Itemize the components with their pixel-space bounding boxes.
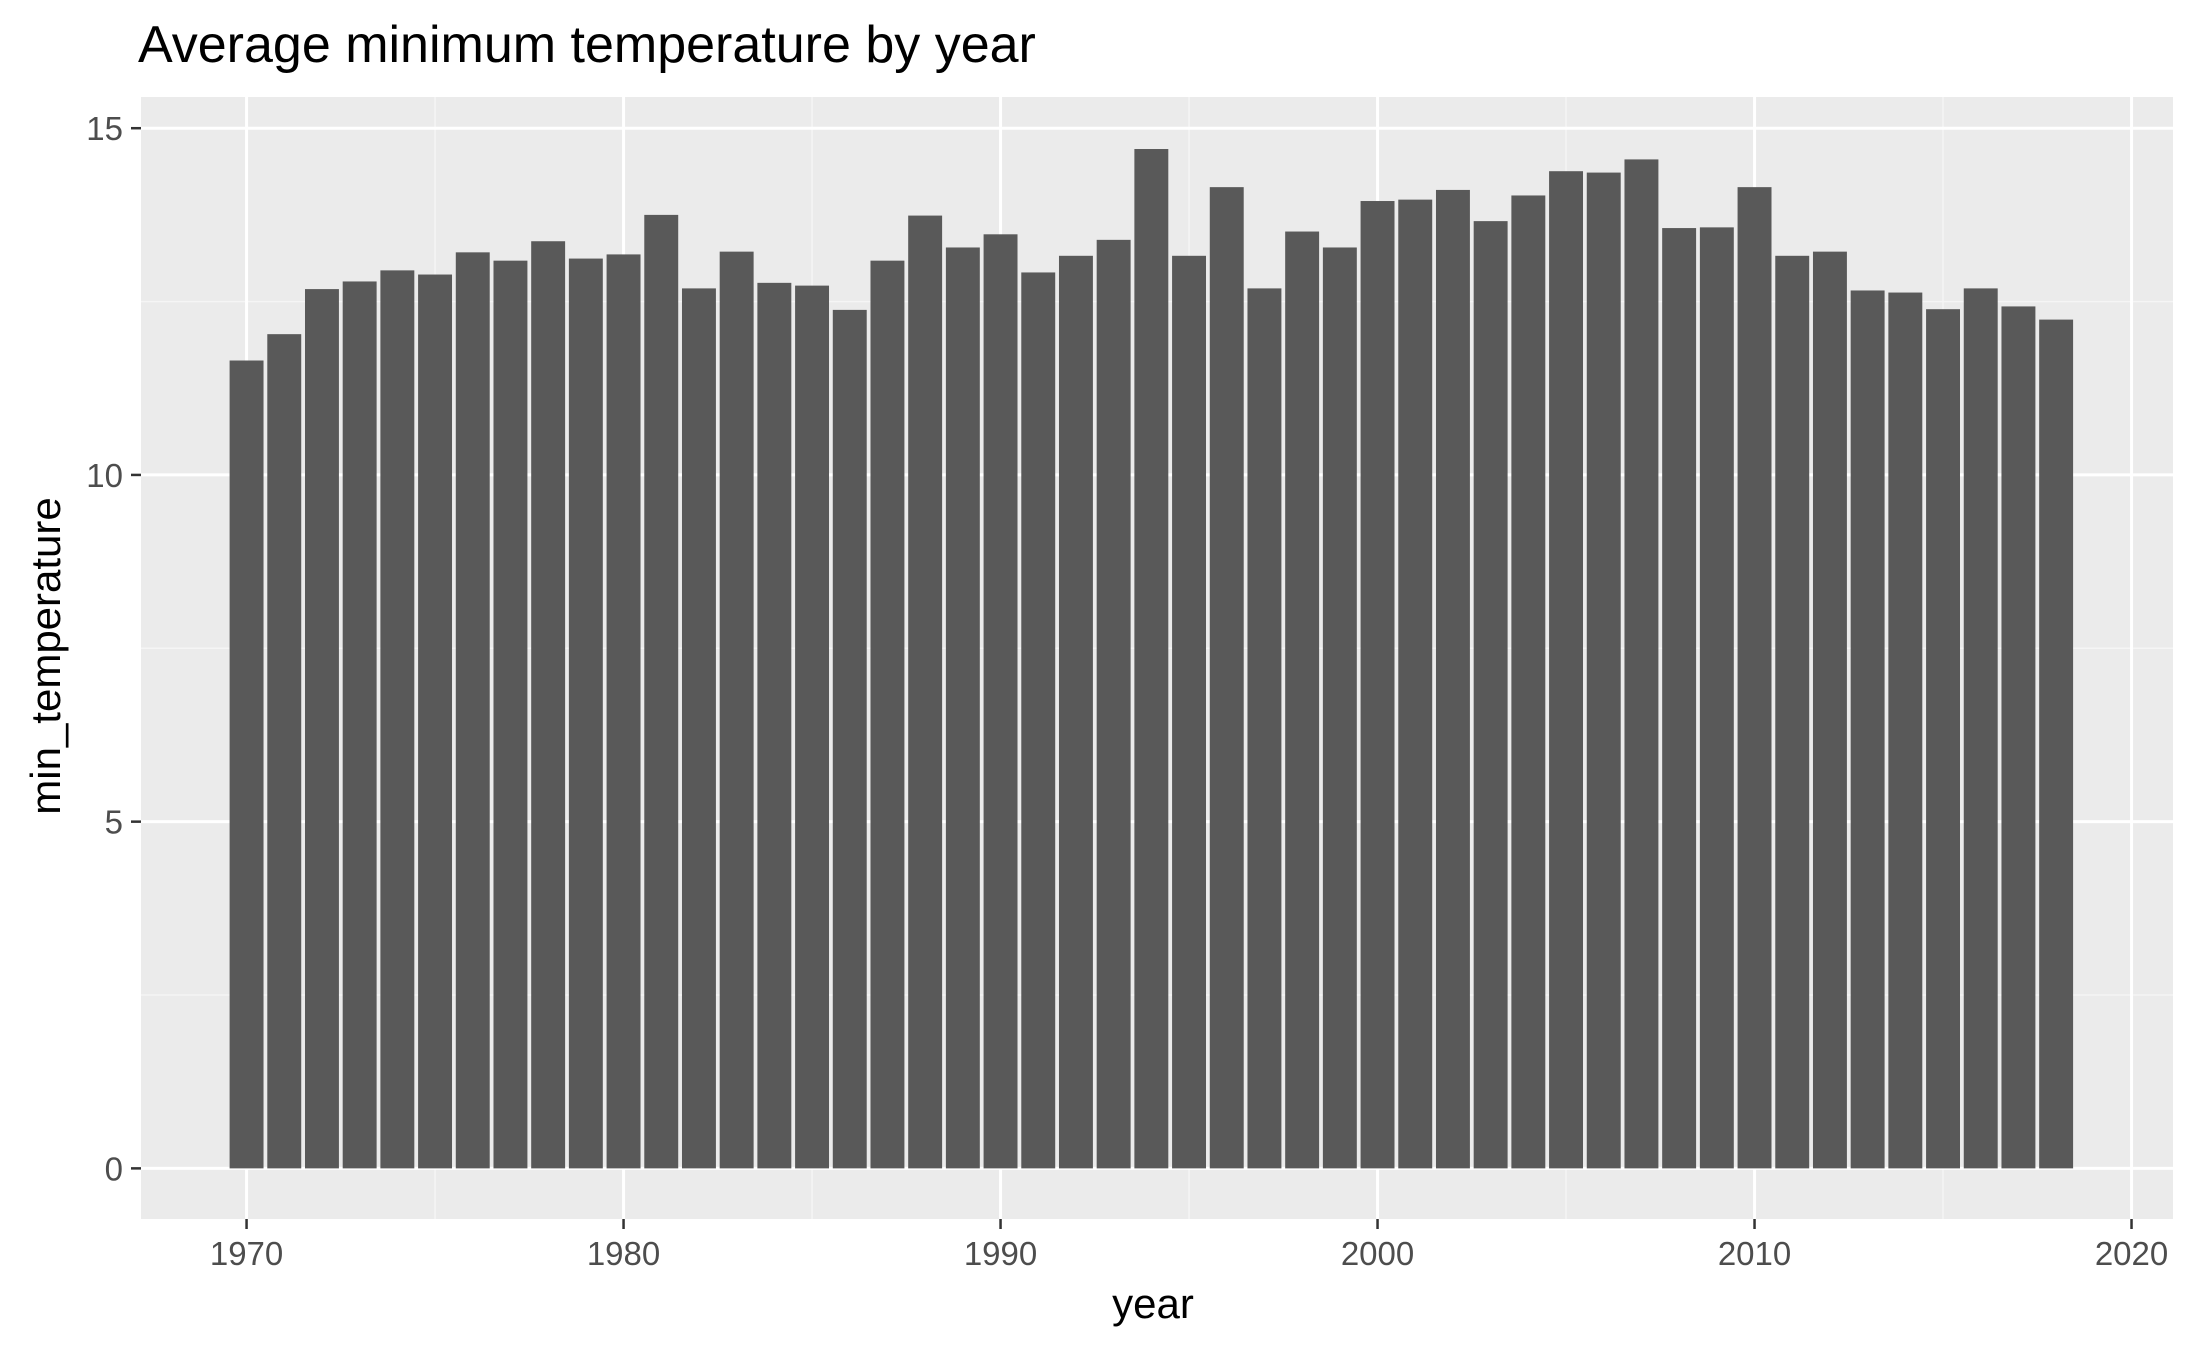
y-tick-label: 5 (105, 804, 123, 841)
bar (1058, 255, 1093, 1169)
bar (983, 234, 1018, 1169)
bar (870, 260, 905, 1169)
bar (1699, 227, 1734, 1169)
bar (1549, 171, 1584, 1169)
bar (719, 251, 754, 1169)
bar (1586, 172, 1621, 1169)
bar (681, 288, 716, 1169)
bar (568, 258, 603, 1169)
y-tick-label: 10 (86, 457, 123, 494)
bar (1850, 290, 1885, 1169)
bar (342, 281, 377, 1169)
bar (1247, 288, 1282, 1169)
bar (1662, 228, 1697, 1169)
bar (229, 360, 264, 1169)
bar (1511, 195, 1546, 1169)
bar (380, 270, 415, 1169)
bar (1134, 149, 1169, 1169)
bar (1435, 189, 1470, 1169)
bar (1926, 309, 1960, 1169)
x-axis-title: year (1112, 1280, 1194, 1327)
y-tick-label: 0 (105, 1150, 123, 1187)
x-tick-label: 2000 (1341, 1235, 1414, 1272)
bar (267, 334, 302, 1169)
bar (1398, 199, 1433, 1169)
bar (2001, 306, 2036, 1169)
x-tick-label: 1970 (210, 1235, 283, 1272)
bar (908, 215, 943, 1169)
bar (832, 309, 867, 1169)
bar (644, 214, 679, 1169)
bar (606, 254, 641, 1169)
x-axis: 1970 1980 1990 2000 2010 2020 (210, 1219, 2168, 1272)
bar (1963, 288, 1998, 1169)
y-axis-title: min_temperature (22, 497, 69, 814)
bar (1209, 187, 1244, 1169)
bar (1888, 292, 1923, 1169)
bar (1360, 201, 1395, 1169)
bar (1096, 239, 1131, 1169)
y-axis: 0 5 10 15 (86, 110, 141, 1187)
bar (531, 241, 566, 1169)
x-tick-label: 1980 (587, 1235, 660, 1272)
bar (1473, 221, 1508, 1169)
bar (455, 252, 490, 1169)
bar (493, 260, 528, 1169)
bar (1285, 231, 1320, 1169)
x-tick-label: 2020 (2095, 1235, 2168, 1272)
bar (1021, 272, 1056, 1169)
bar (945, 247, 980, 1169)
chart-title: Average minimum temperature by year (138, 16, 1036, 74)
bar (418, 274, 453, 1169)
bar (1624, 159, 1659, 1169)
bar (1775, 255, 1810, 1169)
x-tick-label: 1990 (964, 1235, 1037, 1272)
plot-area (141, 97, 2173, 1219)
x-tick-label: 2010 (1718, 1235, 1791, 1272)
bar (757, 282, 792, 1169)
bar (1737, 187, 1772, 1169)
y-tick-label: 15 (86, 110, 123, 147)
bar (795, 285, 830, 1169)
bar (304, 289, 339, 1169)
bar (1812, 251, 1847, 1169)
bar (1322, 247, 1357, 1169)
bar (2039, 319, 2074, 1169)
bar (1172, 255, 1207, 1169)
